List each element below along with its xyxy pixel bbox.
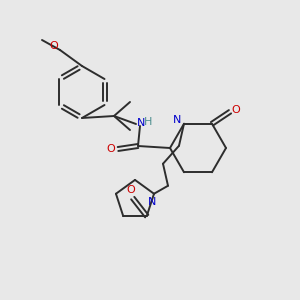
- Text: N: N: [137, 118, 145, 128]
- Text: O: O: [232, 105, 240, 115]
- Text: O: O: [126, 185, 135, 195]
- Text: N: N: [148, 197, 156, 207]
- Text: N: N: [173, 115, 181, 125]
- Text: O: O: [106, 144, 116, 154]
- Text: H: H: [144, 117, 152, 127]
- Text: O: O: [50, 41, 58, 51]
